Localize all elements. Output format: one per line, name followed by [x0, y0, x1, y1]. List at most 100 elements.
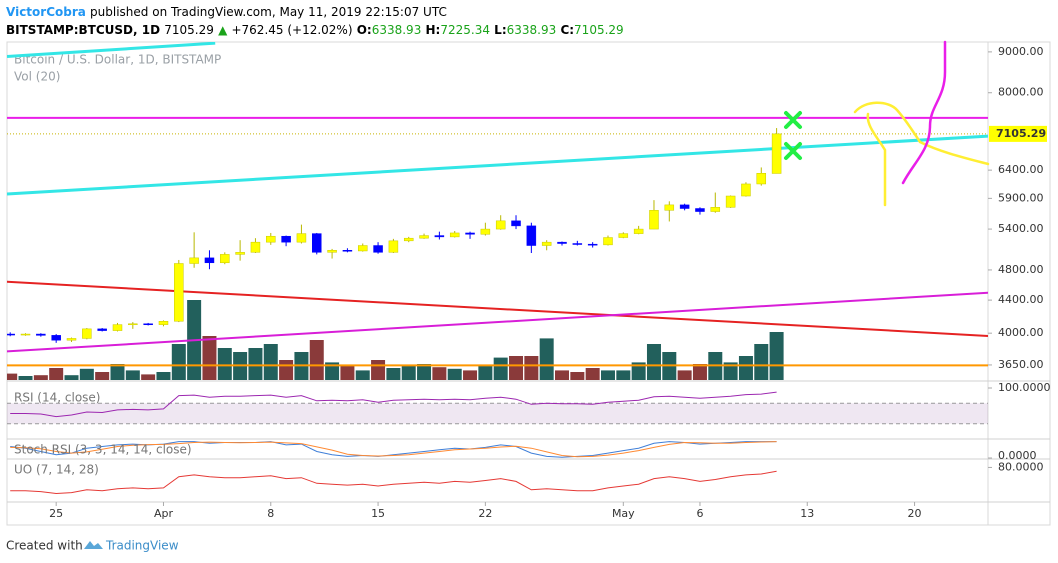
candle-body — [312, 233, 322, 253]
candle-body — [572, 243, 583, 245]
candle-body — [174, 263, 184, 322]
cross-marker — [784, 111, 802, 160]
candle-body — [664, 204, 675, 211]
volume-bar — [355, 370, 370, 380]
candle-body — [480, 228, 491, 235]
x-tick-label: 8 — [267, 507, 274, 520]
volume-bar — [509, 356, 524, 380]
volume-bar — [677, 370, 692, 380]
volume-bar — [248, 348, 263, 380]
h-label: H: — [426, 23, 441, 37]
candle-body — [695, 208, 705, 212]
candle-body — [557, 241, 567, 244]
candle-body — [250, 241, 261, 253]
footer: Created with TradingView — [6, 539, 179, 553]
candle-body — [449, 232, 460, 238]
candle-body — [465, 232, 475, 235]
l-value: 6338.93 — [507, 23, 557, 37]
l-label: L: — [494, 23, 506, 37]
volume-bar — [309, 340, 324, 380]
volume-bar — [64, 375, 79, 380]
candle-body — [204, 257, 215, 264]
x-tick-label: 25 — [49, 507, 63, 520]
trend-line — [7, 134, 988, 196]
volume-bar — [386, 368, 401, 380]
candle-body — [541, 241, 552, 246]
x-tick-label: 13 — [800, 507, 814, 520]
volume-bar — [478, 365, 493, 380]
candle-body — [36, 333, 46, 336]
o-value: 6338.93 — [372, 23, 422, 37]
candle-body — [112, 324, 123, 331]
volume-bar — [417, 364, 432, 380]
volume-bar — [325, 362, 340, 380]
candle-body — [526, 225, 537, 246]
x-tick-label: 20 — [908, 507, 922, 520]
candle-body — [7, 333, 15, 336]
y-tick-label: 0.0000 — [998, 449, 1037, 462]
y-tick-label: 3650.00 — [998, 358, 1044, 371]
footer-brand[interactable]: TradingView — [105, 539, 179, 553]
volume-bar — [340, 365, 355, 380]
candle-body — [82, 328, 92, 339]
candle-body — [741, 183, 751, 197]
indicator-label: Stoch RSI (3, 3, 14, 14, close) — [14, 443, 192, 457]
candle-body — [158, 320, 169, 325]
candle-body — [296, 233, 307, 243]
candle-body — [495, 220, 506, 230]
indicator-label: UO (7, 14, 28) — [14, 463, 99, 477]
candle-body — [97, 328, 107, 331]
volume-bar — [156, 372, 171, 380]
volume-bar — [754, 344, 769, 380]
c-label: C: — [560, 23, 574, 37]
candle-body — [725, 195, 736, 208]
candle-body — [281, 235, 291, 243]
candle-body — [220, 254, 230, 264]
price-tag-label: 7105.29 — [996, 127, 1046, 140]
candle-body — [20, 333, 31, 336]
freehand — [901, 40, 947, 185]
price: 7105.29 — [164, 23, 214, 37]
candle-body — [756, 173, 767, 185]
c-value: 7105.29 — [574, 23, 624, 37]
candle-body — [403, 237, 414, 242]
x-tick-label: 6 — [696, 507, 703, 520]
candle-body — [66, 338, 77, 341]
x-tick-label: 22 — [478, 507, 492, 520]
candle-body — [189, 257, 199, 264]
candle-body — [357, 245, 368, 252]
volume-bar — [769, 332, 784, 380]
candle-body — [235, 252, 245, 255]
trend-line — [7, 280, 988, 337]
volume-bar — [401, 365, 416, 380]
frame — [6, 41, 1051, 526]
symbol: BITSTAMP:BTCUSD, 1D — [6, 23, 160, 37]
y-tick-label: 4000.00 — [998, 326, 1044, 339]
volume-bar — [18, 376, 33, 380]
candle-body — [618, 233, 629, 238]
trend-line — [7, 291, 988, 353]
volume-bar — [646, 344, 661, 380]
volume-bar — [585, 368, 600, 380]
trend-line — [7, 42, 216, 59]
author[interactable]: VictorCobra — [6, 5, 86, 19]
candle-body — [342, 250, 353, 252]
x-tick-label: May — [612, 507, 635, 520]
volume-bar — [555, 370, 570, 380]
volume-label: Vol (20) — [14, 70, 60, 84]
candle-body — [649, 210, 659, 230]
volume-bar — [95, 372, 110, 380]
header-line: VictorCobra published on TradingView.com… — [6, 5, 447, 19]
indicator-line — [10, 441, 777, 458]
change: +762.45 (+12.02%) — [231, 23, 352, 37]
y-tick-label: 8000.00 — [998, 86, 1044, 99]
candle-body — [603, 237, 613, 246]
volume-bar — [79, 368, 94, 380]
h-value: 7225.34 — [440, 23, 490, 37]
band-fill — [7, 403, 988, 424]
candle-body — [587, 243, 598, 246]
volume-bar — [463, 370, 478, 380]
volume-bar — [570, 372, 585, 380]
y-tick-label: 5900.00 — [998, 191, 1044, 204]
